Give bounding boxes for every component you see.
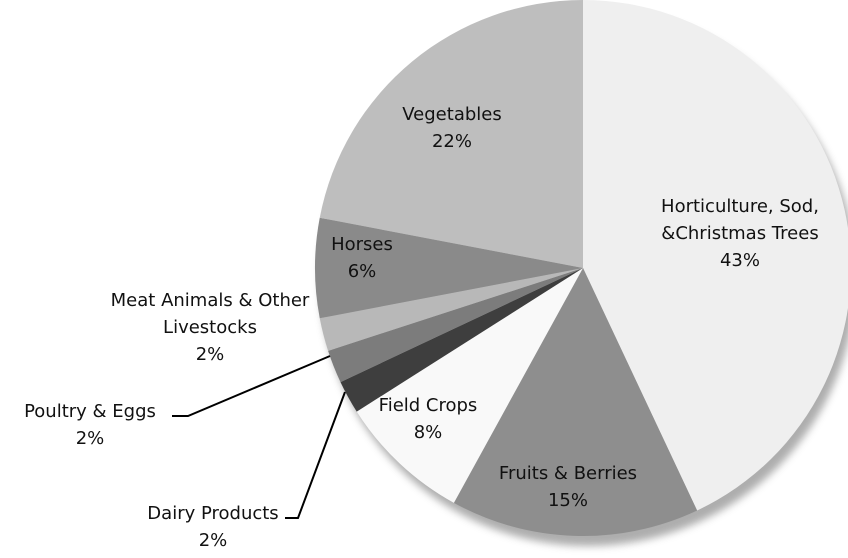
category-name: Meat Animals & Other Livestocks	[110, 290, 310, 338]
pie-slice	[453, 268, 698, 536]
category-name: Dairy Products	[147, 503, 279, 524]
slice-label: Meat Animals & Other Livestocks 2%	[110, 287, 310, 368]
slice-label: Horses 6%	[312, 231, 412, 285]
leader-line	[172, 355, 331, 417]
slice-label: Fruits & Berries 15%	[483, 460, 653, 514]
category-name: Horticulture, Sod, &Christmas Trees	[661, 196, 819, 244]
slice-label: Vegetables 22%	[382, 101, 522, 155]
category-name: Field Crops	[378, 395, 478, 416]
pie-slice	[319, 268, 583, 351]
category-name: Poultry & Eggs	[24, 401, 156, 422]
slice-label: Horticulture, Sod, &Christmas Trees 43%	[640, 193, 840, 274]
value-label: 43%	[719, 250, 760, 271]
category-name: Fruits & Berries	[498, 463, 638, 484]
value-label: 6%	[347, 261, 377, 282]
category-name: Vegetables	[402, 104, 502, 125]
pie-slice	[319, 0, 583, 268]
leader-line	[285, 391, 346, 519]
pie-slice	[583, 0, 848, 511]
value-label: 2%	[195, 344, 225, 365]
value-label: 8%	[413, 422, 443, 443]
slice-label: Poultry & Eggs 2%	[0, 398, 180, 452]
value-label: 22%	[431, 131, 472, 152]
pie-slice	[356, 268, 583, 503]
category-name: Horses	[331, 234, 393, 255]
value-label: 2%	[198, 530, 228, 551]
value-label: 2%	[75, 428, 105, 449]
pie-slice	[340, 268, 583, 412]
slice-label: Field Crops 8%	[368, 392, 488, 446]
pie-slice	[315, 217, 583, 319]
slice-label: Dairy Products 2%	[113, 500, 313, 554]
pie-slice	[328, 268, 583, 383]
value-label: 15%	[547, 490, 588, 511]
